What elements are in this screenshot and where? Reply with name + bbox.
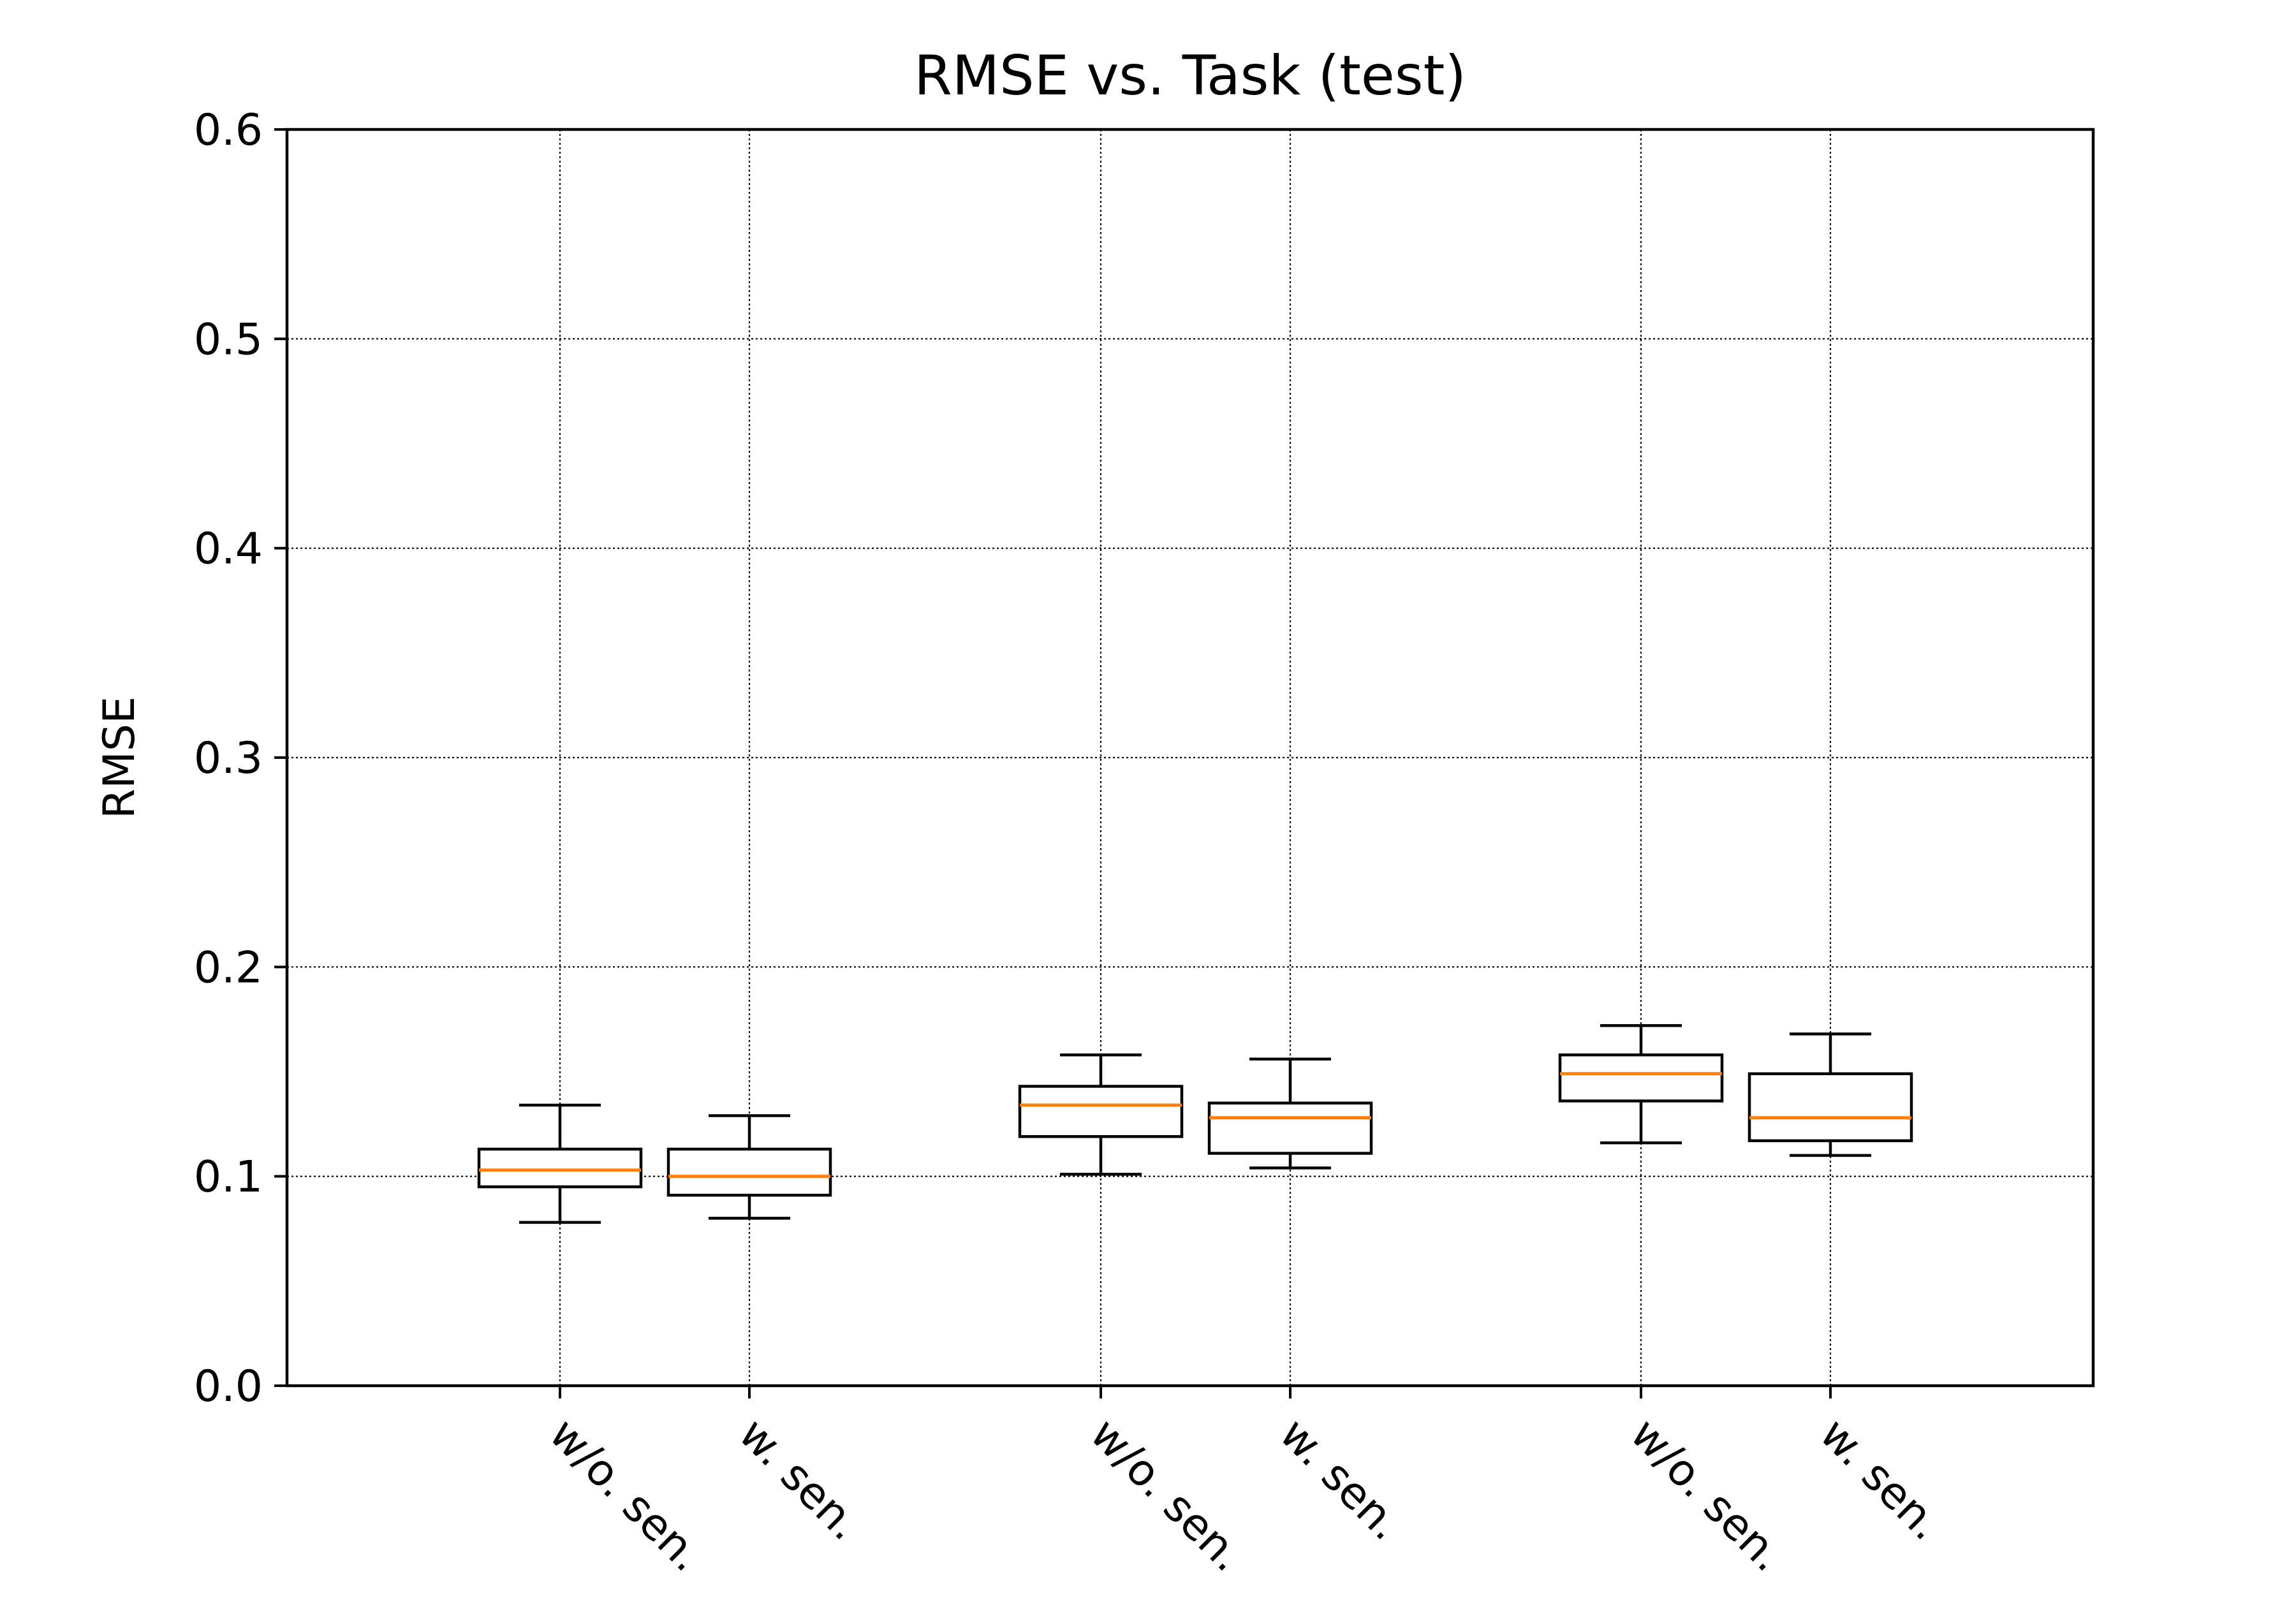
box-plot [477,1103,643,1224]
y-tick-label: 0.3 [194,733,263,784]
box-plot [1558,1024,1724,1145]
x-axis-ticks: w/o. sen. w. sen. w/o. sen. w. sen. w/o. sen… [540,1386,1952,1581]
iqr-box [1558,1053,1724,1103]
x-tick-label: w/o. sen. [1080,1409,1253,1581]
chart-title: RMSE vs. Task (test) [914,44,1466,108]
iqr-box [666,1147,832,1197]
y-tick-label: 0.1 [194,1152,263,1203]
iqr-box [1207,1101,1373,1155]
box-plot [1018,1053,1184,1176]
iqr-box [477,1147,643,1189]
box-plots [477,1024,1913,1224]
y-tick-label: 0.4 [194,524,263,575]
x-tick-label: w/o. sen. [1621,1409,1793,1581]
x-tick-label: w. sen. [729,1409,871,1550]
y-axis-label: RMSE [94,696,145,819]
x-tick-label: w. sen. [1270,1409,1411,1550]
y-tick-label: 0.2 [194,943,263,993]
x-tick-label: w. sen. [1810,1409,1952,1550]
iqr-box [1018,1085,1184,1138]
box-plot [1207,1057,1373,1170]
box-plot [666,1114,832,1220]
y-axis-ticks: 0.0 0.1 0.2 0.3 0.4 0.5 0.6 [194,105,287,1412]
y-tick-label: 0.0 [194,1361,263,1412]
y-tick-label: 0.5 [194,314,263,365]
x-tick-label: w/o. sen. [540,1409,712,1581]
grid-lines [287,128,2093,1387]
iqr-box [1748,1072,1913,1143]
box-plot [1748,1032,1913,1157]
y-tick-label: 0.6 [194,105,263,156]
